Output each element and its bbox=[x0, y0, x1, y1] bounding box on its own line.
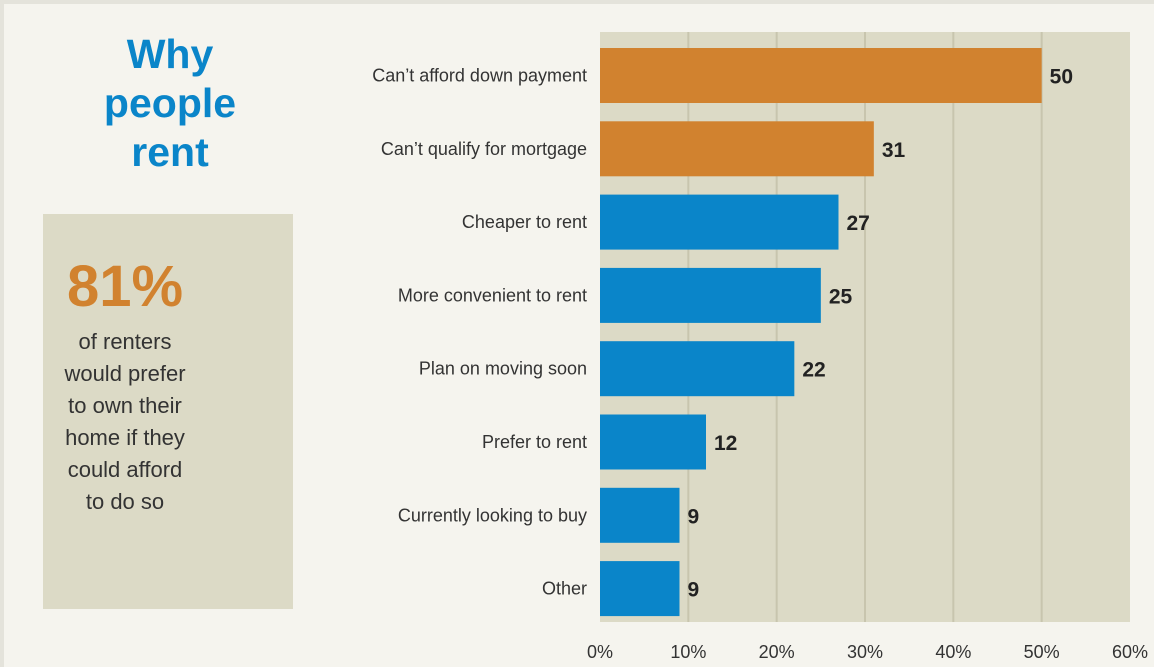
stat-line-2: would prefer bbox=[64, 361, 186, 386]
category-label: Other bbox=[542, 579, 587, 599]
stat-value: 81% bbox=[66, 254, 184, 319]
category-label: Cheaper to rent bbox=[462, 212, 587, 232]
value-label: 9 bbox=[688, 505, 700, 528]
page-title: Why people rent bbox=[40, 30, 300, 177]
stat-line-1: of renters bbox=[78, 329, 172, 354]
category-label: Plan on moving soon bbox=[419, 359, 587, 379]
x-tick-label: 40% bbox=[935, 642, 971, 662]
x-tick-label: 60% bbox=[1112, 642, 1148, 662]
bar bbox=[600, 341, 795, 397]
category-label: Can’t qualify for mortgage bbox=[381, 139, 587, 159]
category-label: Currently looking to buy bbox=[398, 505, 587, 525]
bar bbox=[600, 414, 706, 470]
stat-description: of renters would prefer to own their hom… bbox=[0, 326, 250, 518]
stat-line-6: to do so bbox=[85, 489, 165, 514]
title-line-1: Why bbox=[126, 31, 214, 77]
bar bbox=[600, 487, 680, 543]
category-label: Can’t afford down payment bbox=[372, 66, 587, 86]
category-label: More convenient to rent bbox=[398, 285, 587, 305]
title-line-3: rent bbox=[131, 129, 209, 175]
bar bbox=[600, 267, 821, 323]
value-label: 27 bbox=[847, 212, 870, 235]
value-label: 50 bbox=[1050, 66, 1073, 89]
value-label: 25 bbox=[829, 285, 853, 308]
value-label: 22 bbox=[802, 359, 825, 382]
x-tick-label: 50% bbox=[1024, 642, 1060, 662]
bar bbox=[600, 561, 680, 617]
x-tick-label: 20% bbox=[759, 642, 795, 662]
x-tick-label: 0% bbox=[587, 642, 613, 662]
bar bbox=[600, 194, 839, 250]
stat-line-4: home if they bbox=[65, 425, 185, 450]
value-label: 9 bbox=[688, 579, 700, 602]
bar bbox=[600, 121, 874, 177]
value-label: 12 bbox=[714, 432, 737, 455]
stat-line-5: could afford bbox=[67, 457, 183, 482]
value-label: 31 bbox=[882, 139, 906, 162]
category-label: Prefer to rent bbox=[482, 432, 587, 452]
bar bbox=[600, 48, 1042, 103]
stat-line-3: to own their bbox=[68, 393, 182, 418]
x-tick-label: 30% bbox=[847, 642, 883, 662]
stat-callout-box bbox=[43, 214, 293, 609]
title-line-2: people bbox=[103, 80, 237, 126]
x-tick-label: 10% bbox=[670, 642, 706, 662]
